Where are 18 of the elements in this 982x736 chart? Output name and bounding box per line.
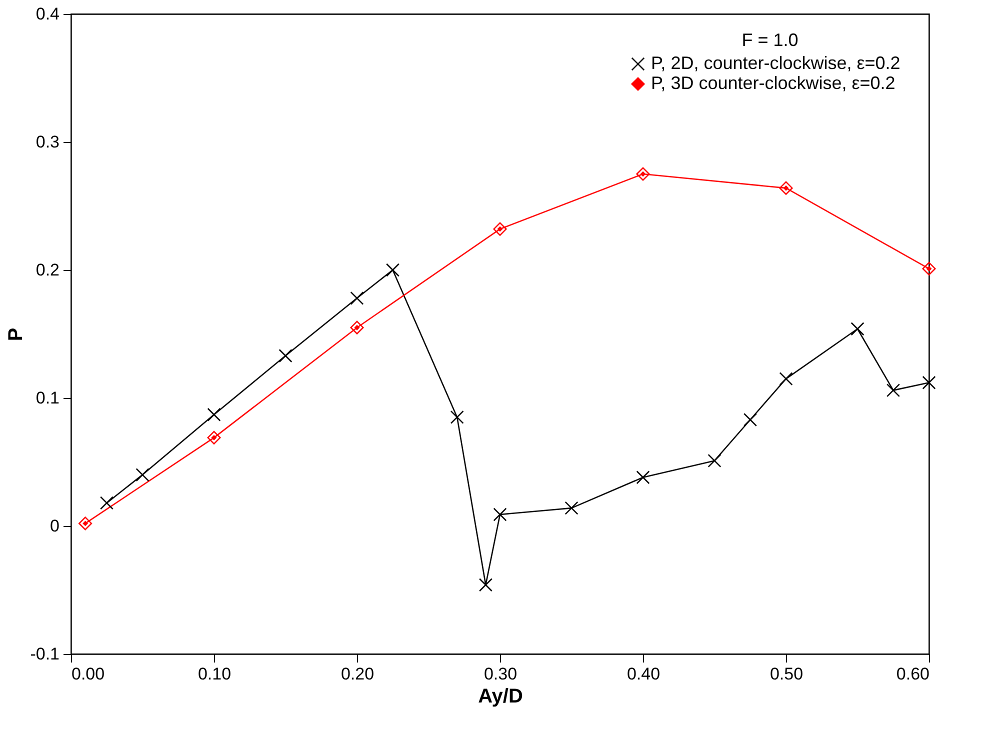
y-tick-label: -0.1 (30, 644, 60, 664)
legend-label: P, 3D counter-clockwise, ε=0.2 (651, 73, 896, 93)
legend-label: P, 2D, counter-clockwise, ε=0.2 (651, 53, 900, 73)
x-tick-label: 0.40 (626, 664, 660, 684)
x-tick-label: 0.30 (484, 664, 518, 684)
x-tick-label: 0.20 (340, 664, 374, 684)
x-tick-label: 0.60 (896, 664, 930, 684)
x-tick-label: 0.00 (72, 664, 105, 684)
y-tick-label: 0.3 (36, 132, 60, 152)
y-tick-label: 0.1 (36, 388, 60, 408)
x-axis-title: Ay/D (478, 686, 523, 708)
y-axis-title: P (5, 328, 28, 342)
x-tick-label: 0.10 (198, 664, 232, 684)
y-tick-label: 0.2 (36, 260, 60, 280)
y-tick-label: 0.4 (36, 4, 60, 24)
x-tick-label: 0.50 (770, 664, 804, 684)
legend-title: F = 1.0 (742, 30, 798, 50)
y-tick-label: 0 (50, 516, 60, 536)
